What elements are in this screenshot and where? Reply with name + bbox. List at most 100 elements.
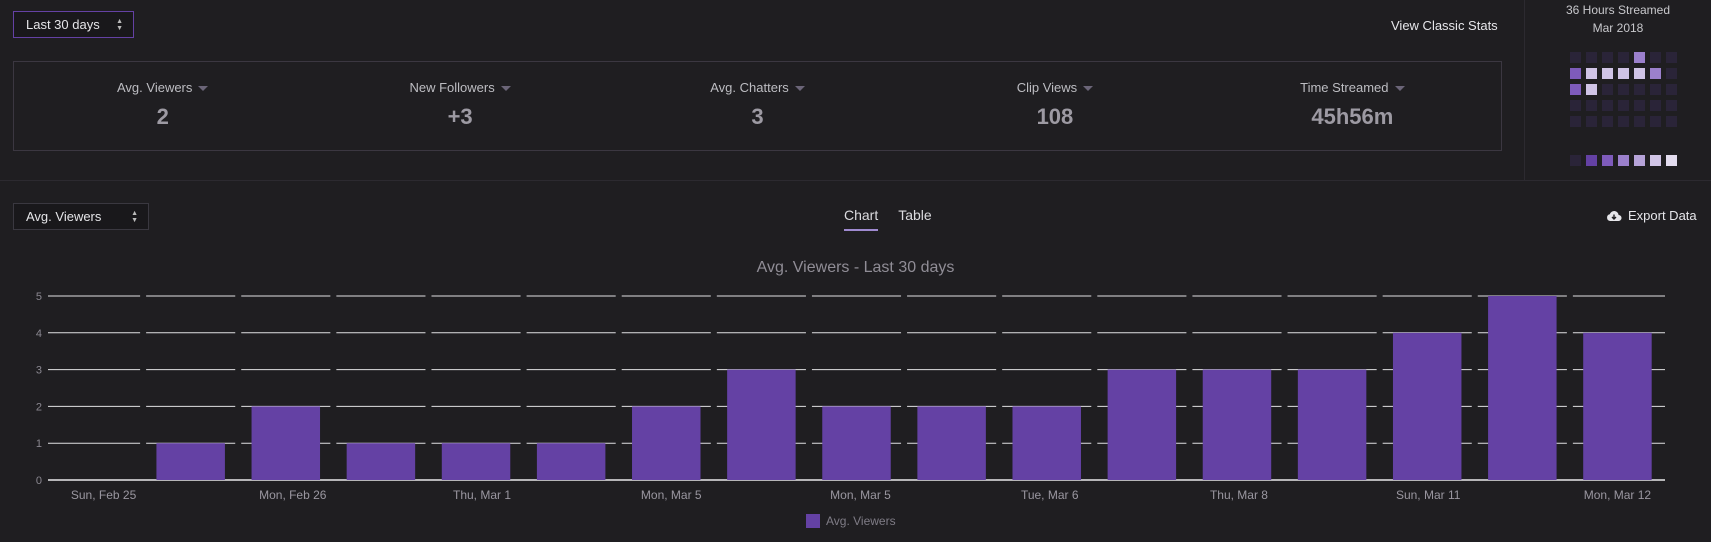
stat-time-streamed[interactable]: Time Streamed 45h56m [1204, 62, 1501, 150]
bar[interactable] [727, 369, 796, 480]
chart-legend[interactable]: Avg. Viewers [806, 514, 896, 528]
gridline-gap [901, 331, 908, 334]
gridline-gap [1471, 442, 1478, 445]
calendar-day-cell[interactable] [1570, 68, 1581, 79]
calendar-day-cell[interactable] [1586, 100, 1597, 111]
bar[interactable] [822, 406, 891, 480]
calendar-day-cell[interactable] [1586, 52, 1597, 63]
bar[interactable] [1297, 369, 1367, 480]
calendar-day-cell[interactable] [1570, 116, 1581, 127]
calendar-day-cell[interactable] [1602, 52, 1613, 63]
gridline-gap [235, 331, 242, 334]
bar[interactable] [917, 406, 986, 480]
calendar-day-cell[interactable] [1666, 52, 1677, 63]
gridline-gap [901, 368, 908, 371]
bar[interactable] [1583, 332, 1652, 480]
gridline-gap [805, 442, 812, 445]
calendar-day-cell[interactable] [1618, 68, 1629, 79]
calendar-day-cell[interactable] [1650, 100, 1661, 111]
stat-new-followers[interactable]: New Followers +3 [311, 62, 608, 150]
tab-table[interactable]: Table [898, 207, 932, 223]
legend-label: Avg. Viewers [826, 514, 896, 528]
gridline-gap [1186, 442, 1193, 445]
calendar-day-cell[interactable] [1570, 100, 1581, 111]
gridline-gap [615, 331, 622, 334]
stat-clip-views[interactable]: Clip Views 108 [906, 62, 1203, 150]
stat-avg-chatters[interactable]: Avg. Chatters 3 [609, 62, 906, 150]
calendar-day-cell[interactable] [1586, 116, 1597, 127]
caret-down-icon [1083, 86, 1094, 92]
calendar-day-cell[interactable] [1666, 68, 1677, 79]
calendar-day-cell[interactable] [1602, 100, 1613, 111]
gridline-gap [520, 405, 527, 408]
stat-value: 108 [1036, 104, 1074, 129]
bar[interactable] [1012, 406, 1081, 480]
calendar-day-cell[interactable] [1634, 116, 1645, 127]
gridline-gap [520, 368, 527, 371]
x-tick-label: Mon, Feb 26 [259, 488, 327, 502]
bar[interactable] [1202, 369, 1272, 480]
calendar-day-cell[interactable] [1602, 84, 1613, 95]
bar[interactable] [1488, 296, 1557, 480]
bar[interactable] [632, 406, 701, 480]
calendar-scale-swatch [1602, 155, 1613, 166]
calendar-day-cell[interactable] [1570, 52, 1581, 63]
export-data-button[interactable]: Export Data [1606, 208, 1697, 223]
horizontal-divider [0, 180, 1711, 181]
calendar-day-cell[interactable] [1602, 68, 1613, 79]
calendar-day-cell[interactable] [1650, 116, 1661, 127]
gridline-gap [235, 295, 242, 297]
x-tick-label: Mon, Mar 12 [1584, 488, 1652, 502]
metric-select[interactable]: Avg. Viewers ▲ ▼ [13, 203, 149, 230]
gridline-gap [140, 368, 147, 371]
calendar-day-cell[interactable] [1618, 116, 1629, 127]
calendar-scale-swatch [1586, 155, 1597, 166]
calendar-day-cell[interactable] [1634, 68, 1645, 79]
gridline-gap [330, 368, 337, 371]
select-arrows-icon: ▲ ▼ [116, 17, 123, 32]
stats-summary: Avg. Viewers 2 New Followers +3 Avg. Cha… [13, 61, 1502, 151]
gridline-gap [140, 405, 147, 408]
gridline-gap [1471, 331, 1478, 334]
view-classic-stats-link[interactable]: View Classic Stats [1391, 18, 1498, 33]
gridline-gap [1186, 405, 1193, 408]
date-range-select[interactable]: Last 30 days ▲ ▼ [13, 11, 134, 38]
x-tick-label: Thu, Mar 1 [453, 488, 511, 502]
calendar-day-cell[interactable] [1634, 52, 1645, 63]
caret-down-icon [500, 86, 511, 92]
bar[interactable] [156, 443, 225, 480]
calendar-day-cell[interactable] [1666, 100, 1677, 111]
calendar-day-cell[interactable] [1618, 100, 1629, 111]
gridline-gap [996, 295, 1003, 297]
calendar-day-cell[interactable] [1650, 68, 1661, 79]
bar[interactable] [441, 443, 511, 480]
bar[interactable] [1107, 369, 1177, 480]
gridline-gap [710, 442, 717, 445]
calendar-day-cell[interactable] [1666, 84, 1677, 95]
bar[interactable] [536, 443, 606, 480]
caret-down-icon [794, 86, 805, 92]
gridline-gap [710, 331, 717, 334]
bar[interactable] [1392, 332, 1462, 480]
calendar-day-cell[interactable] [1650, 84, 1661, 95]
bar[interactable] [251, 406, 321, 480]
tab-chart[interactable]: Chart [844, 207, 879, 231]
calendar-day-cell[interactable] [1650, 52, 1661, 63]
gridline-gap [615, 368, 622, 371]
calendar-day-cell[interactable] [1634, 100, 1645, 111]
gridline-gap [1186, 368, 1193, 371]
calendar-day-cell[interactable] [1634, 84, 1645, 95]
calendar-day-cell[interactable] [1602, 116, 1613, 127]
gridline-gap [1471, 368, 1478, 371]
calendar-day-cell[interactable] [1586, 84, 1597, 95]
bar[interactable] [346, 443, 416, 480]
calendar-day-cell[interactable] [1586, 68, 1597, 79]
stat-avg-viewers[interactable]: Avg. Viewers 2 [14, 62, 311, 150]
gridline-gap [1091, 331, 1098, 334]
gridline-gap [425, 442, 432, 445]
calendar-day-cell[interactable] [1666, 116, 1677, 127]
calendar-day-cell[interactable] [1618, 52, 1629, 63]
calendar-day-cell[interactable] [1570, 84, 1581, 95]
gridline-gap [520, 295, 527, 297]
calendar-day-cell[interactable] [1618, 84, 1629, 95]
